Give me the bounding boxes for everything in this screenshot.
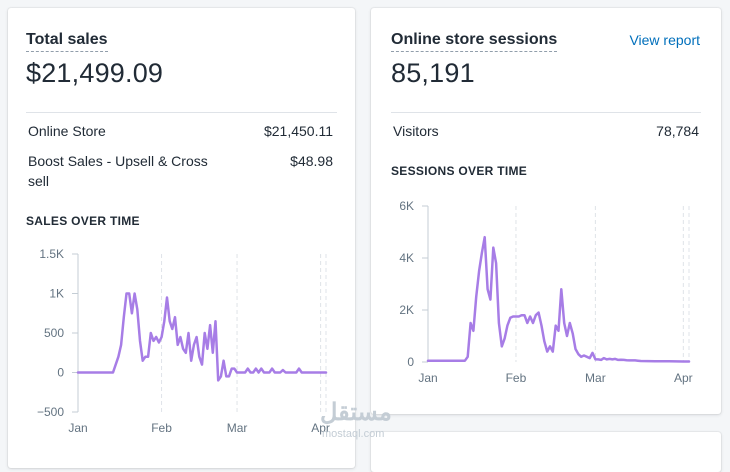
- series-line: [426, 235, 691, 363]
- y-tick-label: 0: [407, 355, 414, 369]
- total-sales-card: Total sales $21,499.09 Online Store $21,…: [8, 8, 355, 468]
- total-sales-title[interactable]: Total sales: [26, 30, 108, 52]
- watermark-logo: مستقل: [320, 399, 392, 426]
- y-tick-label: 1.5K: [39, 247, 64, 261]
- sales-row-boost-sales-value: $48.98: [290, 153, 333, 169]
- x-tick-label: Jan: [68, 421, 87, 435]
- x-tick-label: Feb: [506, 371, 527, 385]
- x-tick-label: Apr: [311, 421, 330, 435]
- sessions-chart-heading: SESSIONS OVER TIME: [391, 164, 528, 178]
- y-tick-label: 1K: [49, 287, 64, 301]
- sales-row-online-store-label: Online Store: [28, 123, 106, 139]
- y-tick-label: 0: [57, 366, 64, 380]
- sessions-over-time-chart: 0 2K 4K 6K Jan Feb Mar Apr: [399, 199, 693, 385]
- divider: [26, 112, 337, 113]
- x-tick-label: Mar: [227, 421, 248, 435]
- sessions-total-value: 85,191: [391, 58, 475, 88]
- sessions-title[interactable]: Online store sessions: [391, 30, 558, 52]
- sales-chart-heading: SALES OVER TIME: [26, 214, 140, 228]
- y-tick-label: 2K: [399, 303, 414, 317]
- sales-row-boost-sales-label: Boost Sales - Upsell & Cross sell: [28, 153, 208, 189]
- x-tick-label: Mar: [585, 371, 606, 385]
- x-tick-label: Jan: [418, 371, 437, 385]
- sales-row-online-store-value: $21,450.11: [263, 123, 333, 139]
- next-card: [371, 432, 721, 472]
- x-tick-label: Feb: [151, 421, 172, 435]
- x-tick-label: Apr: [674, 371, 693, 385]
- y-tick-label: −500: [37, 405, 64, 419]
- series-line: [76, 292, 328, 382]
- divider: [391, 112, 701, 113]
- sessions-row-visitors-value: 78,784: [656, 123, 699, 139]
- y-tick-label: 6K: [399, 199, 414, 213]
- sessions-row-visitors-label: Visitors: [393, 123, 439, 139]
- y-tick-label: 500: [44, 326, 64, 340]
- view-report-link[interactable]: View report: [629, 32, 700, 48]
- sales-over-time-chart: −500 0 500 1K 1.5K Jan Feb Mar Apr: [37, 247, 330, 435]
- total-sales-value: $21,499.09: [26, 58, 164, 88]
- watermark-url: mostaql.com: [322, 428, 385, 440]
- y-tick-label: 4K: [399, 251, 414, 265]
- online-store-sessions-card: Online store sessions View report 85,191…: [371, 8, 721, 414]
